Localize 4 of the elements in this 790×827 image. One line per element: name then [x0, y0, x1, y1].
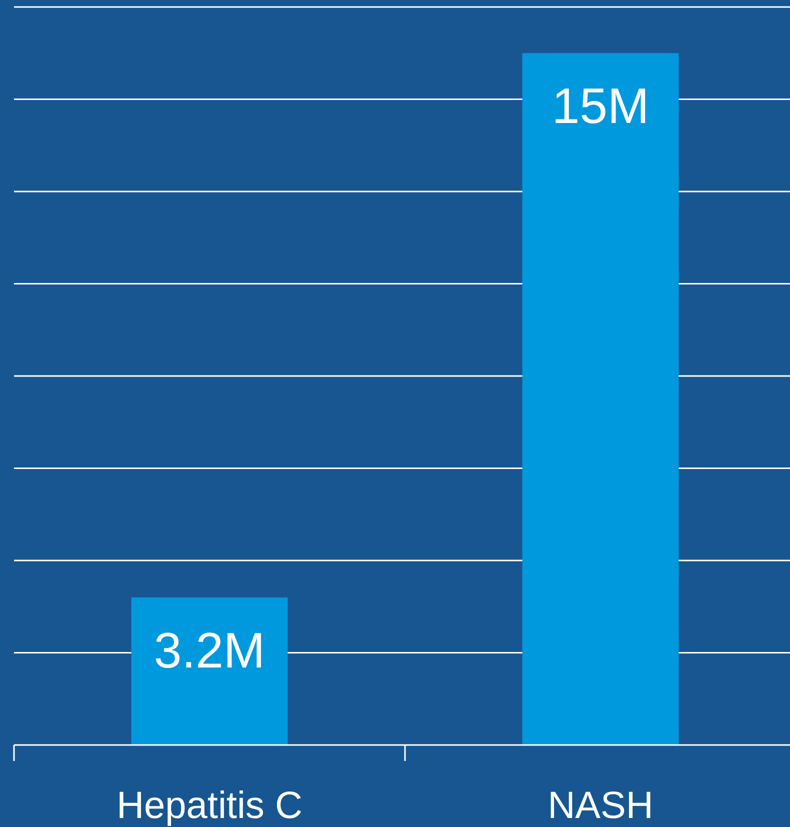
data-label: 15M — [552, 78, 650, 134]
x-tick-label: NASH — [548, 785, 654, 827]
x-tick-label: Hepatitis C — [116, 785, 302, 827]
data-label: 3.2M — [154, 622, 266, 678]
